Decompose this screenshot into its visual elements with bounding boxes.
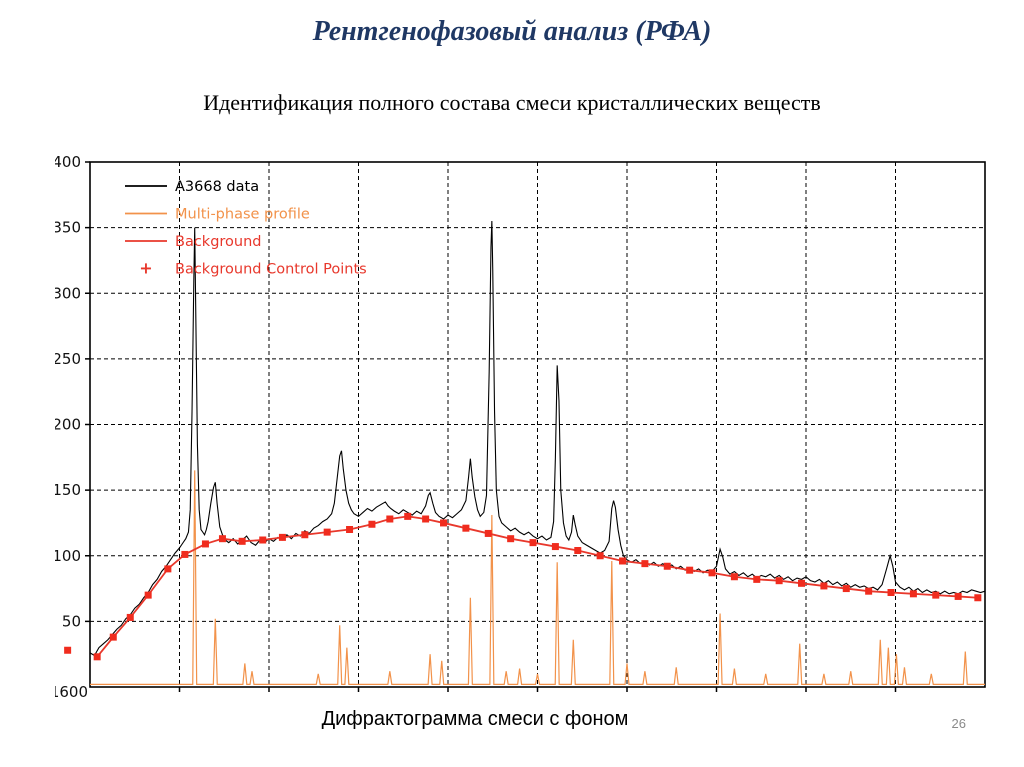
svg-text:250: 250	[55, 350, 81, 368]
svg-text:400: 400	[55, 153, 81, 171]
svg-text:150: 150	[55, 481, 81, 499]
chart-caption: Дифрактограмма смеси с фоном	[321, 708, 629, 730]
svg-text:Background Control Points: Background Control Points	[175, 262, 367, 278]
xrd-chart-svg: 400 350 300 250 200 150 100 50 1600 A3668 data Mul…	[55, 153, 986, 701]
slide-title: Рентгенофазовый анализ (РФА)	[312, 16, 712, 47]
slide-subtitle: Идентификация полного состава смеси крис…	[203, 90, 821, 115]
svg-text:Background: Background	[175, 234, 262, 250]
svg-text:100: 100	[55, 547, 81, 565]
page-number: 26	[951, 716, 966, 731]
svg-text:200: 200	[55, 416, 81, 434]
xrd-chart: 400 350 300 250 200 150 100 50 1600 A3668 data Mul…	[55, 152, 1000, 712]
svg-text:+: +	[139, 259, 152, 278]
svg-text:Multi-phase profile: Multi-phase profile	[175, 207, 310, 223]
svg-text:350: 350	[55, 219, 81, 237]
svg-text:A3668 data: A3668 data	[175, 179, 259, 195]
svg-text:300: 300	[55, 284, 81, 302]
svg-text:1600: 1600	[55, 683, 88, 701]
svg-text:50: 50	[62, 612, 81, 630]
